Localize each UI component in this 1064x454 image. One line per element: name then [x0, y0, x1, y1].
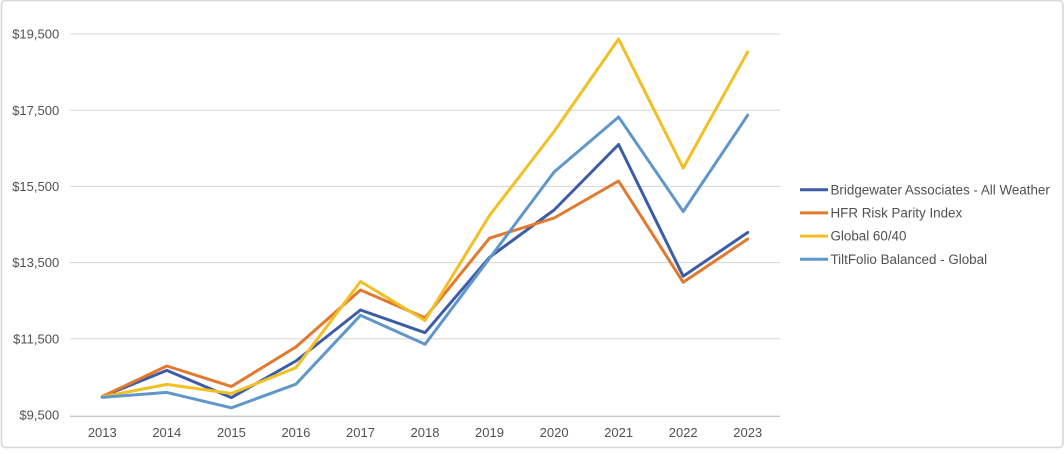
svg-text:2014: 2014 [152, 425, 181, 440]
svg-text:$13,500: $13,500 [12, 255, 59, 270]
svg-text:$15,500: $15,500 [12, 179, 59, 194]
svg-text:2016: 2016 [281, 425, 310, 440]
svg-text:2018: 2018 [411, 425, 440, 440]
svg-text:2022: 2022 [669, 425, 698, 440]
svg-text:$19,500: $19,500 [12, 27, 59, 42]
svg-text:2019: 2019 [475, 425, 504, 440]
svg-text:2015: 2015 [217, 425, 246, 440]
svg-text:2013: 2013 [88, 425, 117, 440]
svg-text:2023: 2023 [733, 425, 762, 440]
svg-text:$17,500: $17,500 [12, 103, 59, 118]
svg-text:2020: 2020 [540, 425, 569, 440]
svg-text:2017: 2017 [346, 425, 375, 440]
svg-text:HFR Risk Parity Index: HFR Risk Parity Index [831, 206, 963, 221]
svg-text:$9,500: $9,500 [19, 408, 59, 423]
svg-text:2021: 2021 [604, 425, 633, 440]
svg-text:$11,500: $11,500 [13, 331, 59, 346]
svg-text:TiltFolio Balanced - Global: TiltFolio Balanced - Global [831, 252, 988, 267]
svg-text:Bridgewater Associates - All W: Bridgewater Associates - All Weather [831, 182, 1051, 197]
svg-text:Global 60/40: Global 60/40 [831, 229, 907, 244]
